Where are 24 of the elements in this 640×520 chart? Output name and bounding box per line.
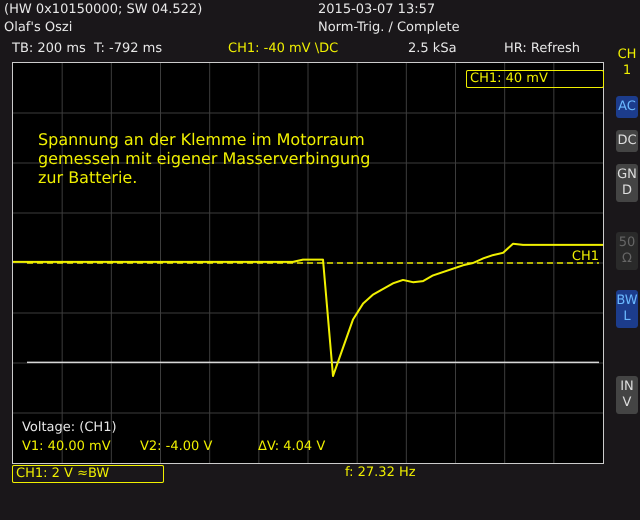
text: DC bbox=[616, 130, 638, 152]
text: CH1: -40 mV \DC bbox=[228, 41, 338, 57]
text: AC bbox=[616, 96, 638, 118]
text: Norm-Trig. / Complete bbox=[318, 20, 460, 36]
text: CH1 bbox=[616, 46, 638, 80]
text: BWL bbox=[616, 290, 638, 328]
text: (HW 0x10150000; SW 04.522) bbox=[4, 2, 202, 18]
text: V2: -4.00 V bbox=[140, 439, 212, 455]
text: TB: 200 ms T: -792 ms bbox=[12, 41, 162, 57]
ref-line-label: CH1 bbox=[572, 249, 599, 264]
text: GND bbox=[616, 164, 638, 202]
text: V1: 40.00 mV bbox=[22, 439, 111, 455]
text: Olaf's Oszi bbox=[4, 20, 72, 36]
text: CH1: 2 V ≈BW bbox=[12, 465, 164, 483]
text: f: 27.32 Hz bbox=[345, 465, 416, 481]
text: HR: Refresh bbox=[504, 41, 580, 57]
text: 2.5 kSa bbox=[408, 41, 457, 57]
text: Voltage: (CH1) bbox=[22, 420, 117, 436]
text: ΔV: 4.04 V bbox=[258, 439, 326, 455]
text: CH1: 40 mV bbox=[466, 70, 604, 88]
text: INV bbox=[616, 376, 638, 414]
text: 50 Ω bbox=[616, 232, 638, 270]
text: Spannung an der Klemme im Motorraum gemessen mit eigener Masserverbingung zur Batterie. bbox=[38, 130, 370, 188]
text: 2015-03-07 13:57 bbox=[318, 2, 436, 18]
